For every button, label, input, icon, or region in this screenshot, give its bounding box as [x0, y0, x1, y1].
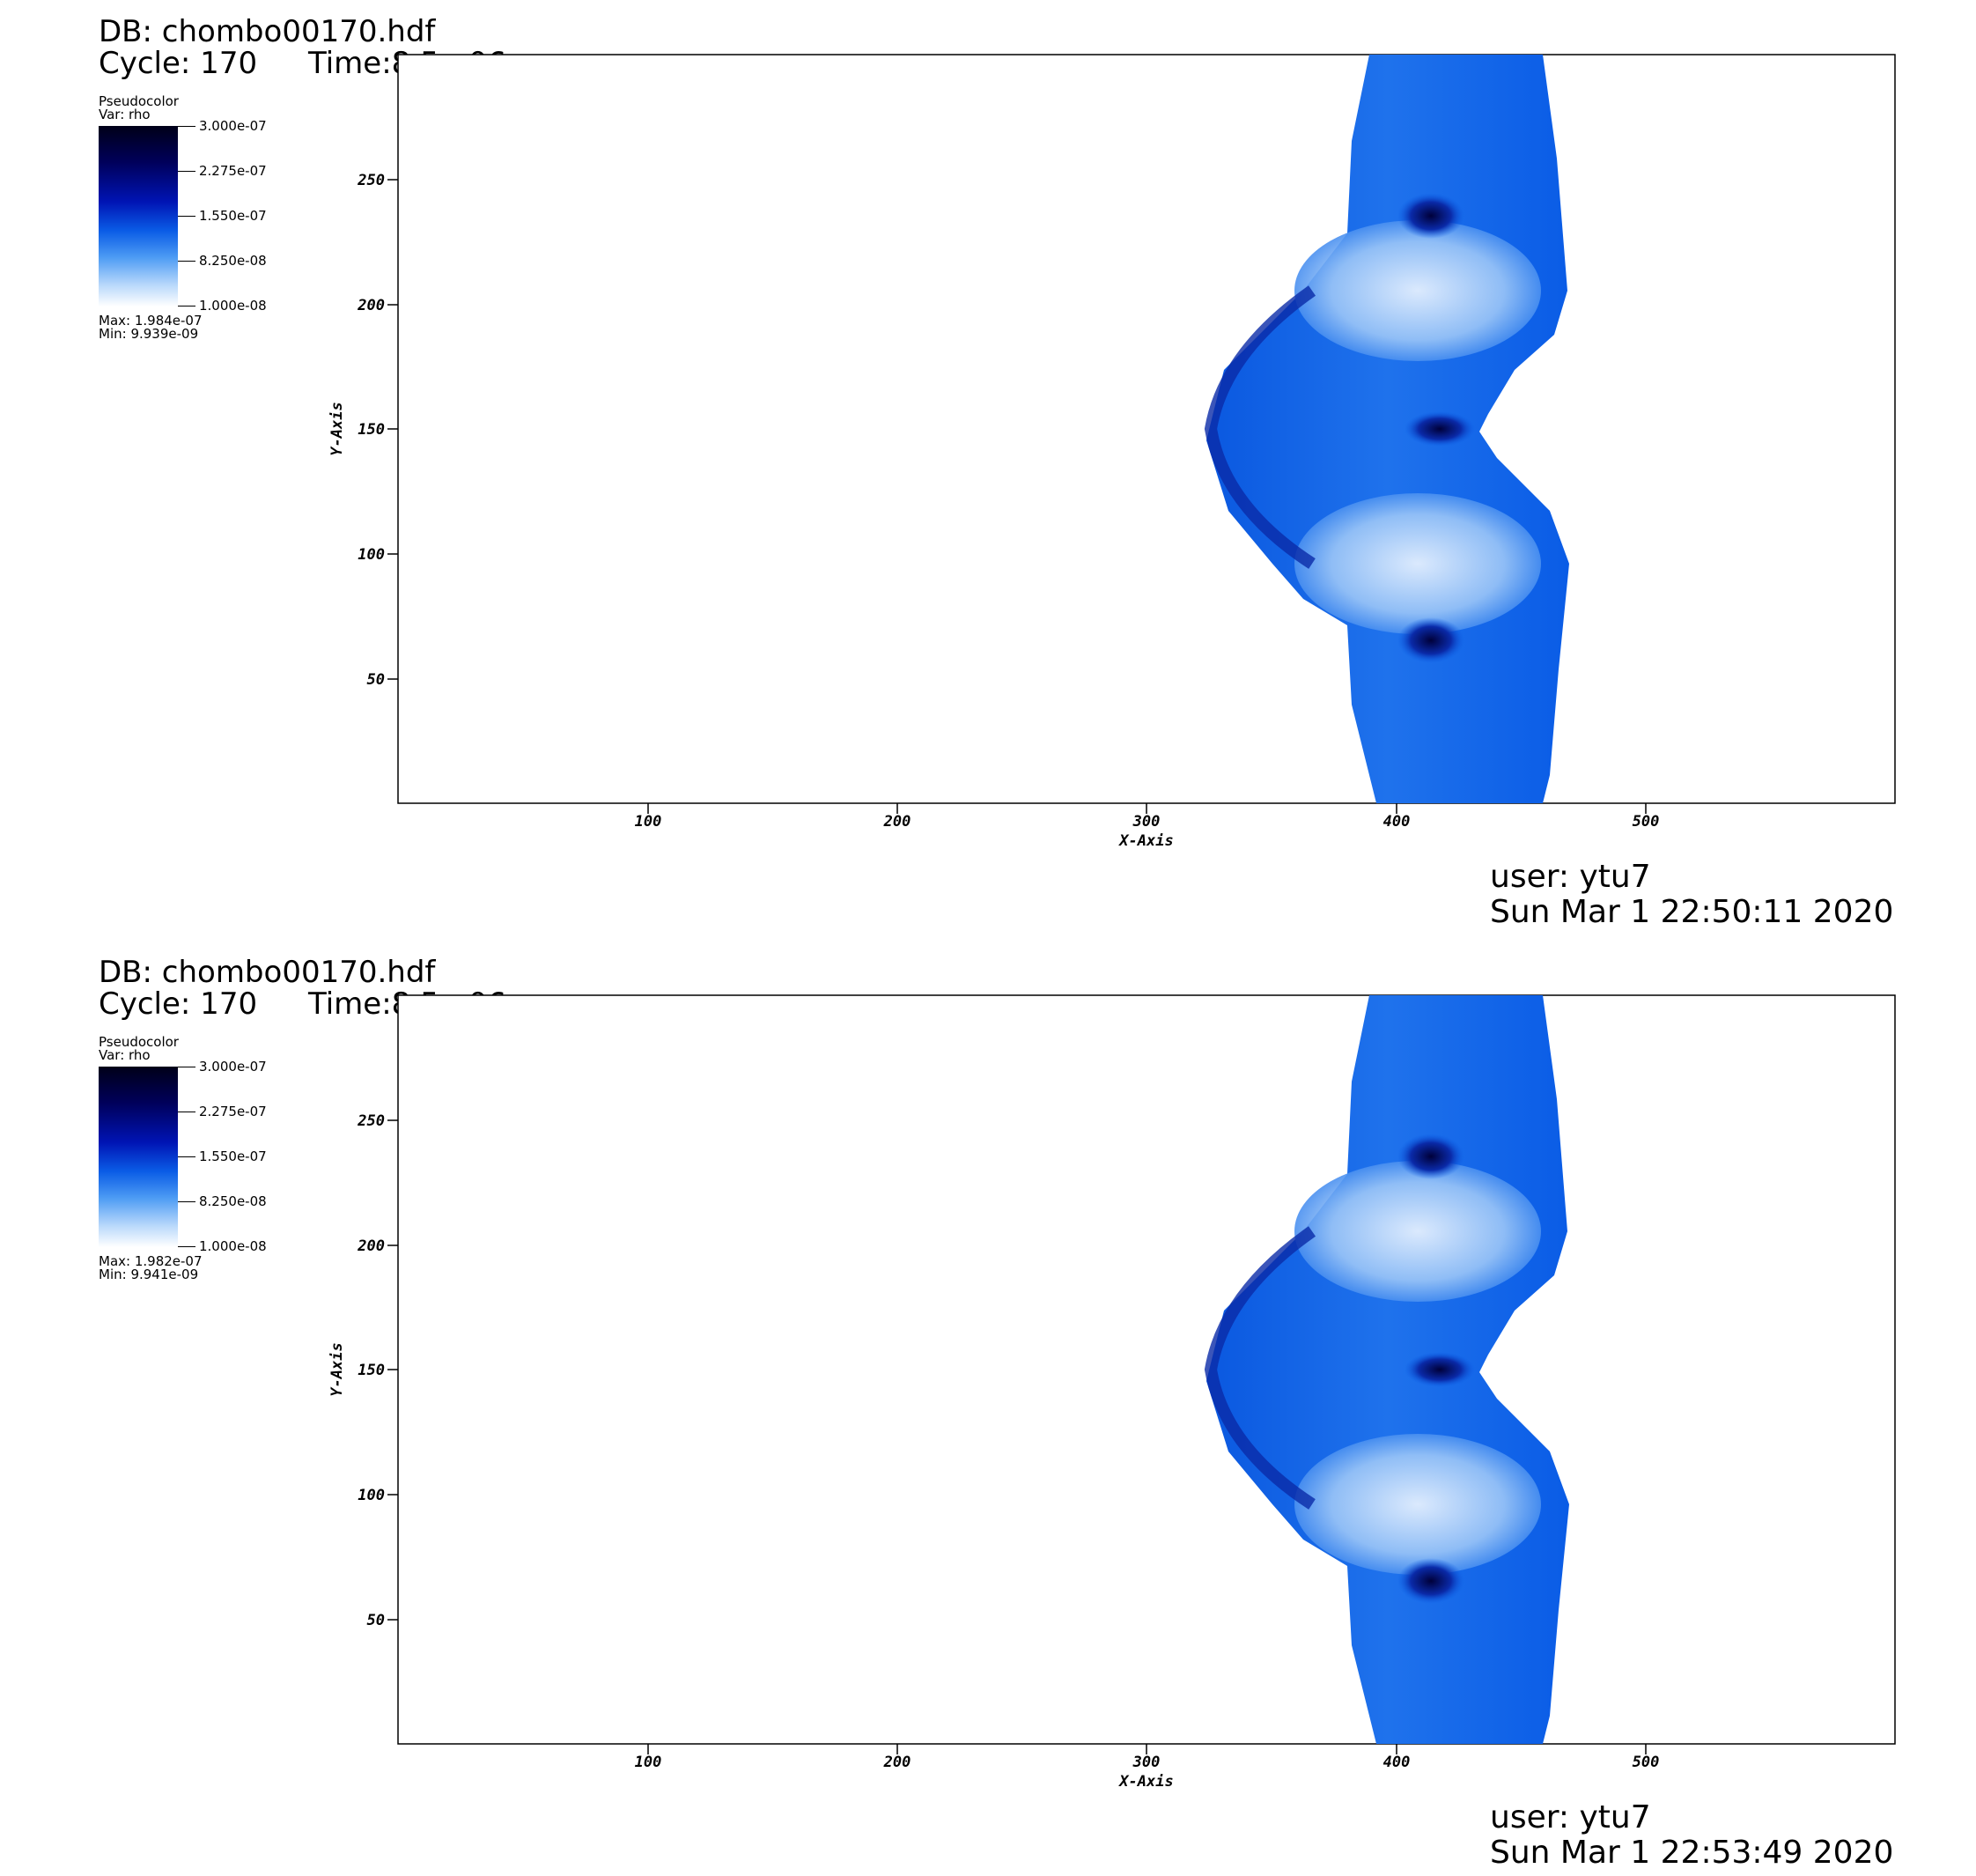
x-tick-label: 400	[1383, 1754, 1411, 1771]
visit-plot-panel-top: DB: chombo00170.hdf Cycle: 170 Time:8.5e…	[0, 0, 1976, 935]
colorbar-tick-label: 8.250e-08	[199, 1193, 267, 1209]
legend-min: Min: 9.939e-09	[99, 326, 199, 342]
y-tick-label: 50	[367, 671, 385, 689]
colorbar-tick-label: 3.000e-07	[199, 118, 267, 134]
vortex-core	[1397, 1558, 1464, 1604]
database-label: DB: chombo00170.hdf	[99, 955, 436, 990]
colorbar-tick-label: 1.000e-08	[199, 298, 267, 314]
colorbar-tick	[178, 306, 195, 307]
y-axis-label: Y-Axis	[328, 402, 346, 455]
vortex-core	[1397, 193, 1464, 239]
colorbar	[99, 1067, 178, 1247]
user-label: user: ytu7	[1490, 859, 1651, 895]
x-tick-label: 100	[635, 1754, 662, 1771]
colorbar-tick-label: 1.550e-07	[199, 208, 267, 224]
x-tick-label: 500	[1633, 813, 1660, 831]
plot-frame	[397, 994, 1896, 1745]
legend-plot-type: Pseudocolor	[99, 93, 179, 109]
colorbar-tick	[178, 126, 195, 127]
legend-variable: Var: rho	[99, 1047, 151, 1063]
y-tick-label: 200	[357, 297, 385, 314]
colorbar-tick	[178, 1201, 195, 1202]
colorbar-tick-label: 8.250e-08	[199, 253, 267, 269]
colorbar-tick-label: 2.275e-07	[199, 163, 267, 179]
y-tick-label: 150	[358, 421, 385, 439]
x-tick-label: 200	[883, 813, 911, 831]
legend-max: Max: 1.982e-07	[99, 1253, 203, 1269]
user-label: user: ytu7	[1490, 1799, 1651, 1835]
colorbar-tick-label: 2.275e-07	[199, 1104, 267, 1119]
y-tick-label: 100	[358, 1487, 385, 1504]
low-density-lobe	[1294, 1434, 1541, 1575]
low-density-lobe	[1294, 220, 1541, 361]
pseudocolor-plot: 250 200 150 100 50 100 200 300 400 500 X…	[328, 994, 1896, 1791]
y-tick-label: 200	[357, 1237, 385, 1255]
pseudocolor-plot: 250 200 150 100 50 100 200 300 400 500 X…	[328, 54, 1896, 850]
x-axis	[647, 1744, 1647, 1754]
y-tick-label: 250	[357, 1112, 385, 1130]
legend-variable: Var: rho	[99, 107, 151, 122]
low-density-lobe	[1294, 1161, 1541, 1302]
bow-shock	[1204, 285, 1316, 569]
y-axis-label: Y-Axis	[328, 1342, 346, 1396]
y-tick-label: 250	[357, 172, 385, 189]
y-axis	[387, 1119, 398, 1621]
x-tick-label: 500	[1633, 1754, 1660, 1771]
x-tick-label: 300	[1132, 1754, 1161, 1771]
colorbar-tick-label: 3.000e-07	[199, 1059, 267, 1075]
plot-frame	[397, 54, 1896, 804]
x-axis	[647, 803, 1647, 814]
colorbar-tick-label: 1.000e-08	[199, 1238, 267, 1254]
x-tick-label: 200	[883, 1754, 911, 1771]
y-tick-label: 50	[367, 1612, 385, 1629]
vortex-core	[1405, 1352, 1475, 1387]
legend-min: Min: 9.941e-09	[99, 1267, 199, 1282]
y-tick-label: 100	[358, 546, 385, 564]
bow-shock	[1204, 1226, 1316, 1510]
x-tick-label: 300	[1132, 813, 1161, 831]
colorbar-tick	[178, 171, 195, 172]
x-tick-label: 400	[1383, 813, 1411, 831]
y-tick-label: 150	[358, 1362, 385, 1379]
date-label: Sun Mar 1 22:53:49 2020	[1490, 1835, 1894, 1871]
cycle-label: Cycle: 170	[99, 46, 258, 81]
date-label: Sun Mar 1 22:50:11 2020	[1490, 894, 1894, 930]
legend-max: Max: 1.984e-07	[99, 313, 203, 329]
database-label: DB: chombo00170.hdf	[99, 14, 436, 49]
x-tick-label: 100	[635, 813, 662, 831]
colorbar	[99, 126, 178, 307]
colorbar-tick-label: 1.550e-07	[199, 1148, 267, 1164]
vortex-core	[1397, 617, 1464, 663]
visit-plot-panel-bottom: DB: chombo00170.hdf Cycle: 170 Time:8.5e…	[0, 941, 1976, 1876]
x-axis-label: X-Axis	[1117, 832, 1173, 850]
y-axis	[387, 179, 398, 680]
legend-plot-type: Pseudocolor	[99, 1034, 179, 1050]
low-density-lobe	[1294, 493, 1541, 634]
x-axis-label: X-Axis	[1117, 1773, 1173, 1791]
colorbar-tick	[178, 1156, 195, 1157]
cycle-label: Cycle: 170	[99, 986, 258, 1022]
colorbar-tick	[178, 216, 195, 217]
vortex-core	[1405, 411, 1475, 447]
colorbar-tick	[178, 261, 195, 262]
vortex-core	[1397, 1134, 1464, 1179]
colorbar-tick	[178, 1246, 195, 1247]
